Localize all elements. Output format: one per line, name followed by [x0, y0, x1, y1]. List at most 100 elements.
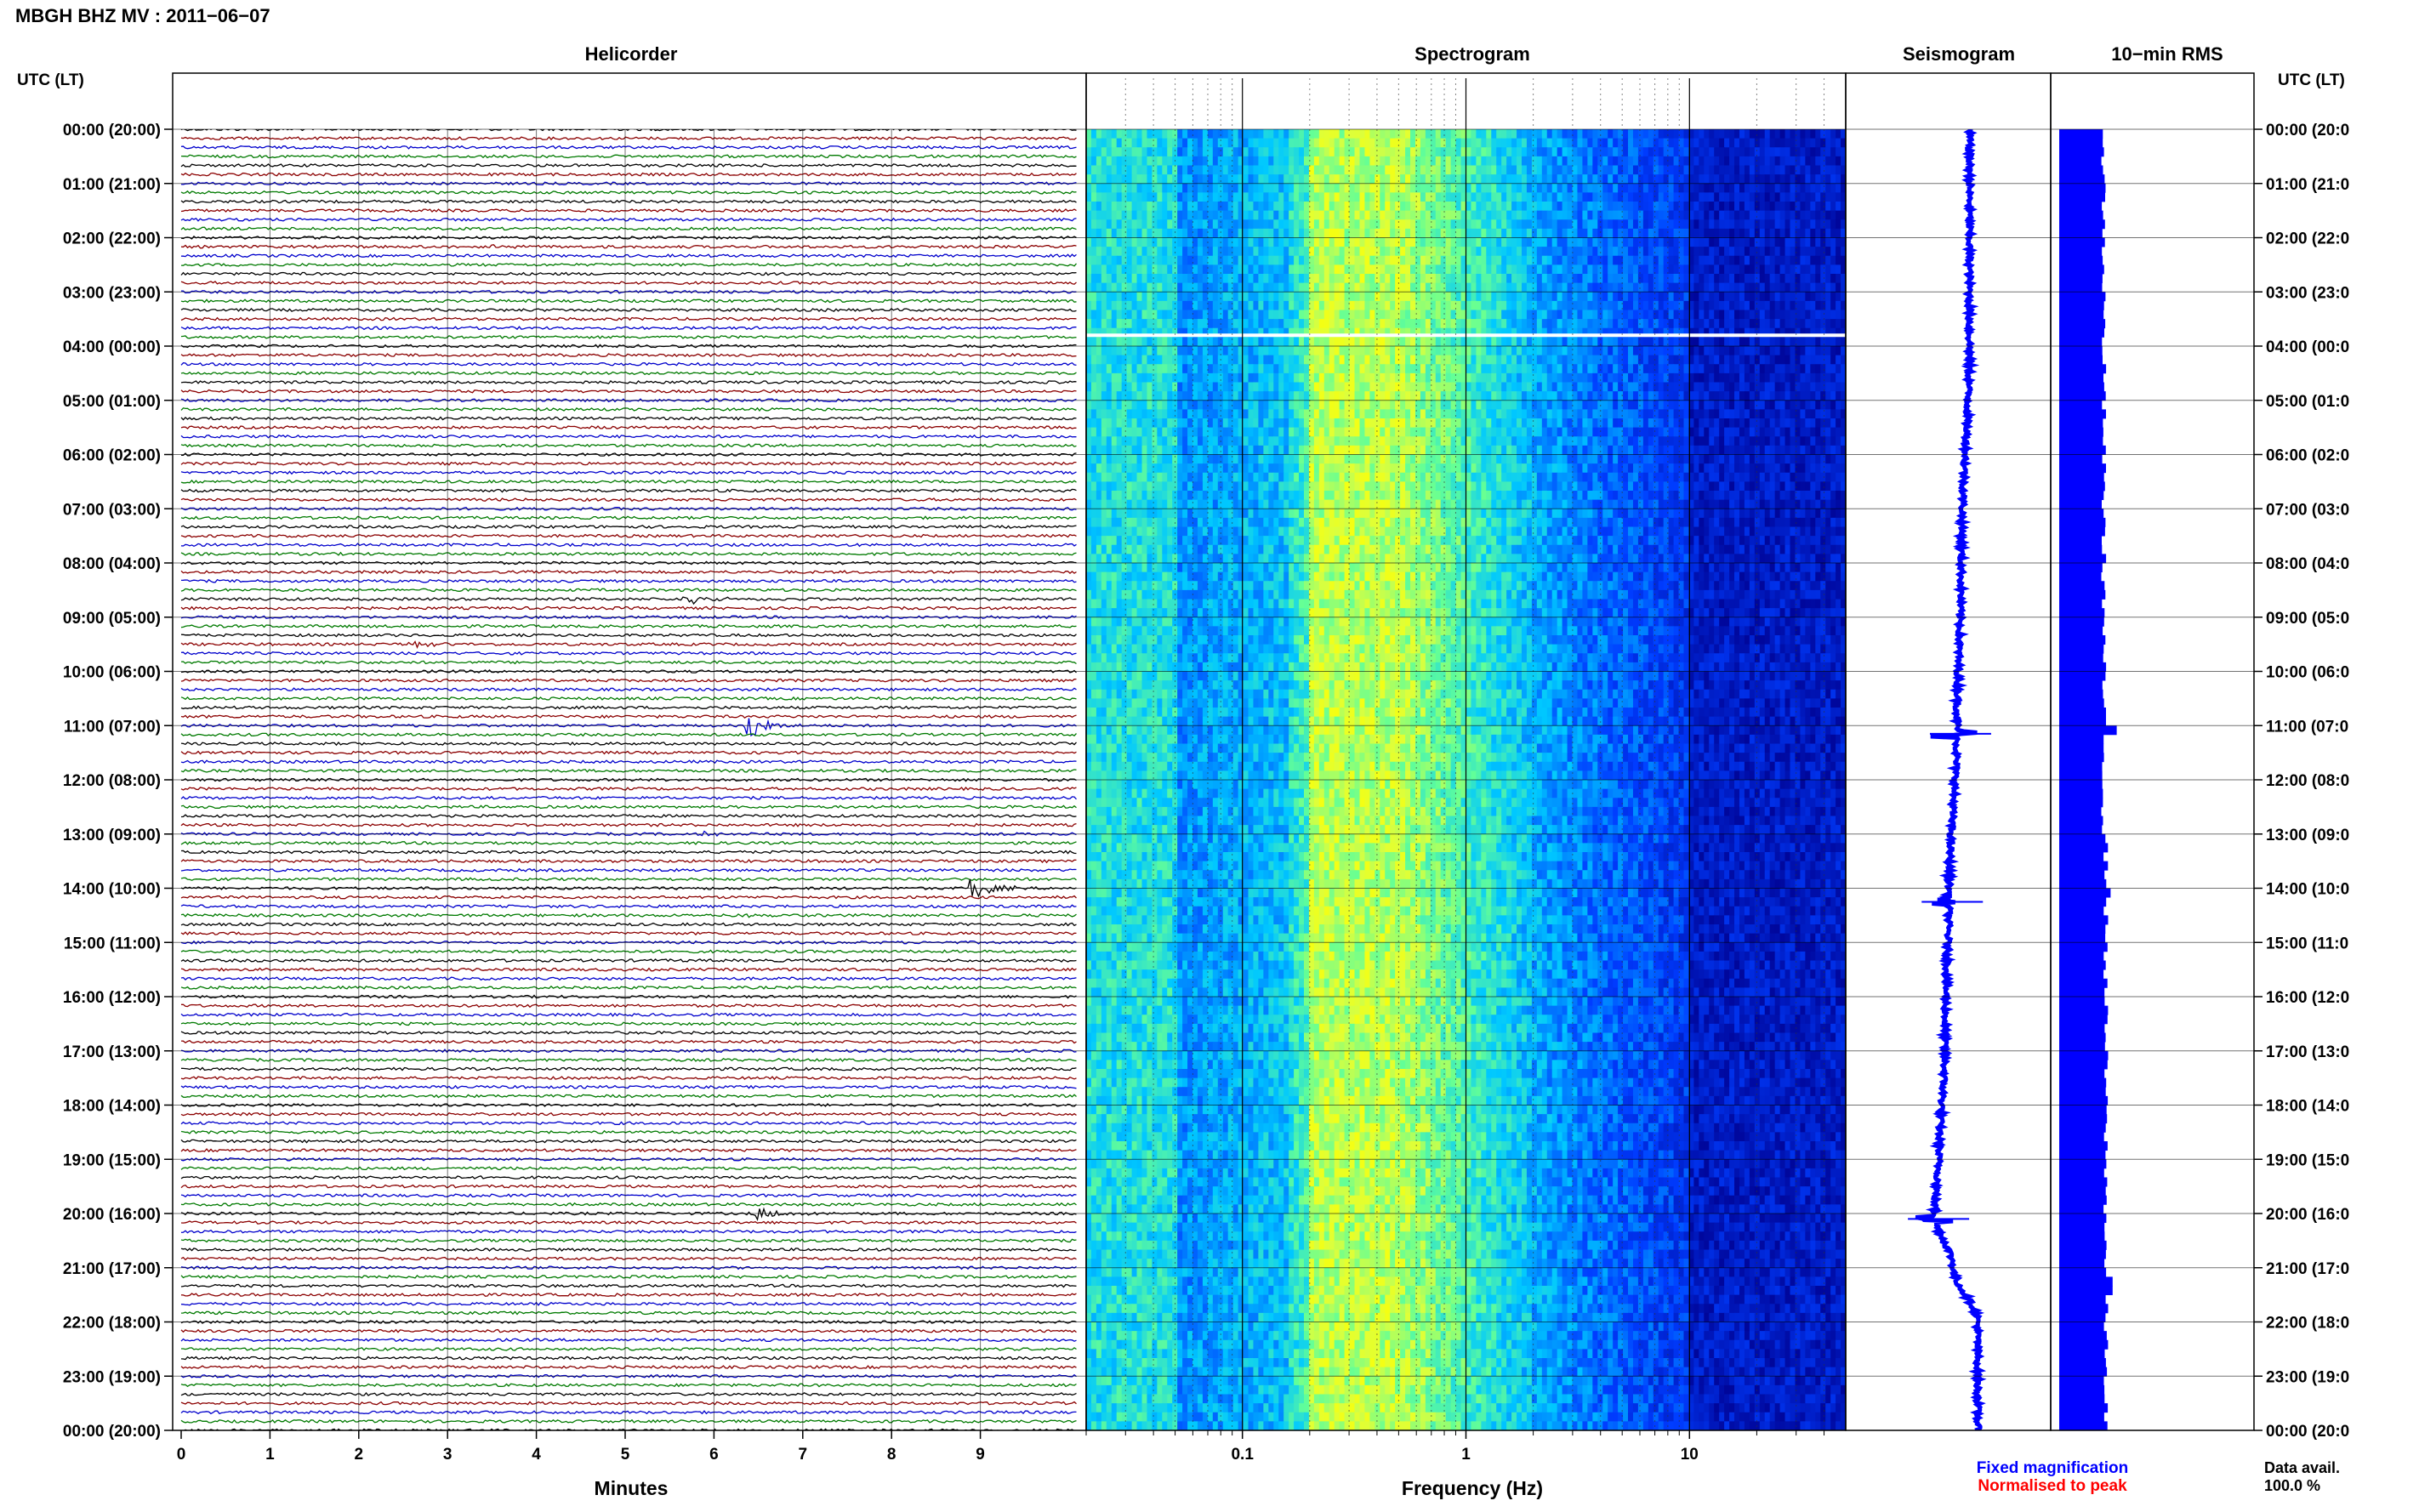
spectrogram-cell — [1784, 292, 1791, 302]
spectrogram-cell — [1106, 319, 1113, 329]
spectrogram-cell — [1486, 202, 1492, 212]
spectrogram-cell — [1536, 237, 1543, 247]
spectrogram-cell — [1810, 400, 1816, 410]
spectrogram-cell — [1440, 202, 1447, 212]
spectrogram-cell — [1289, 400, 1295, 410]
spectrogram-cell — [1238, 319, 1244, 329]
helicorder-trace — [180, 389, 1077, 394]
spectrogram-cell — [1572, 147, 1579, 157]
spectrogram-cell — [1101, 156, 1107, 167]
spectrogram-cell — [1243, 382, 1249, 392]
spectrogram-cell — [1744, 400, 1750, 410]
spectrogram-cell — [1506, 165, 1512, 175]
spectrogram-cell — [1121, 364, 1128, 374]
spectrogram-cell — [1086, 337, 1092, 347]
spectrogram-cell — [1496, 147, 1502, 157]
spectrogram-cell — [1642, 327, 1649, 338]
spectrogram-cell — [1637, 183, 1644, 193]
spectrogram-cell — [1764, 129, 1771, 139]
spectrogram-cell — [1683, 400, 1690, 410]
spectrogram-cell — [1536, 174, 1543, 185]
spectrogram-cell — [1784, 409, 1791, 419]
spectrogram-cell — [1562, 391, 1568, 401]
spectrogram-cell — [1177, 247, 1183, 257]
spectrogram-cell — [1830, 355, 1836, 365]
spectrogram-cell — [1623, 391, 1629, 401]
spectrogram-cell — [1147, 129, 1153, 139]
spectrogram-cell — [1836, 247, 1841, 257]
spectrogram-cell — [1729, 300, 1735, 311]
spectrogram-cell — [1618, 327, 1624, 338]
spectrogram-cell — [1790, 219, 1796, 230]
spectrogram-cell — [1227, 372, 1234, 384]
spectrogram-cell — [1784, 391, 1791, 401]
spectrogram-cell — [1587, 300, 1593, 311]
spectrogram-cell — [1637, 202, 1644, 212]
spectrogram-cell — [1678, 192, 1685, 202]
helicorder-trace — [180, 371, 1077, 376]
spectrogram-cell — [1729, 355, 1735, 365]
spectrogram-cell — [1673, 264, 1680, 275]
spectrogram-cell — [1212, 228, 1219, 239]
spectrogram-cell — [1673, 382, 1680, 392]
spectrogram-cell — [1719, 292, 1725, 302]
spectrogram-cell — [1369, 355, 1375, 365]
spectrogram-cell — [1582, 255, 1588, 265]
spectrogram-cell — [1714, 292, 1720, 302]
spectrogram-cell — [1131, 255, 1138, 265]
spectrogram-cell — [1486, 274, 1492, 284]
spectrogram-cell — [1207, 255, 1214, 265]
spectrogram-cell — [1420, 372, 1426, 384]
spectrogram-cell — [1476, 237, 1482, 247]
spectrogram-cell — [1278, 409, 1284, 419]
spectrogram-cell — [1136, 210, 1143, 220]
spectrogram-cell — [1197, 183, 1204, 193]
spectrogram-cell — [1390, 327, 1396, 338]
spectrogram-cell — [1313, 409, 1320, 419]
spectrogram-cell — [1562, 346, 1568, 356]
spectrogram-cell — [1526, 156, 1533, 167]
spectrogram-cell — [1678, 129, 1685, 139]
spectrogram-cell — [1506, 174, 1512, 185]
spectrogram-cell — [1435, 391, 1442, 401]
spectrogram-cell — [1618, 255, 1624, 265]
spectrogram-cell — [1243, 372, 1249, 384]
spectrogram-cell — [1830, 327, 1836, 338]
spectrogram-cell — [1086, 327, 1092, 338]
spectrogram-cell — [1157, 156, 1163, 167]
spectrogram-cell — [1749, 409, 1756, 419]
spectrogram-cell — [1157, 355, 1163, 365]
spectrogram-cell — [1141, 282, 1148, 293]
spectrogram-cell — [1395, 355, 1401, 365]
spectrogram-cell — [1486, 165, 1492, 175]
spectrogram-cell — [1101, 372, 1107, 384]
spectrogram-cell — [1096, 409, 1102, 419]
spectrogram-cell — [1197, 310, 1204, 320]
spectrogram-cell — [1546, 165, 1553, 175]
spectrogram-cell — [1172, 174, 1178, 185]
spectrogram-cell — [1364, 228, 1370, 239]
spectrogram-cell — [1177, 183, 1183, 193]
spectrogram-cell — [1405, 255, 1411, 265]
spectrogram-cell — [1642, 129, 1649, 139]
spectrogram-cell — [1592, 327, 1598, 338]
spectrogram-cell — [1212, 219, 1219, 230]
spectrogram-cell — [1719, 138, 1725, 148]
spectrogram-cell — [1121, 165, 1128, 175]
spectrogram-cell — [1308, 183, 1315, 193]
spectrogram-cell — [1390, 228, 1396, 239]
spectrogram-cell — [1536, 147, 1543, 157]
spectrogram-cell — [1784, 382, 1791, 392]
spectrogram-cell — [1739, 156, 1745, 167]
spectrogram-cell — [1642, 156, 1649, 167]
spectrogram-cell — [1126, 138, 1133, 148]
spectrogram-cell — [1663, 202, 1670, 212]
spectrogram-cell — [1486, 147, 1492, 157]
spectrogram-cell — [1167, 237, 1173, 247]
spectrogram-cell — [1323, 255, 1330, 265]
spectrogram-cell — [1116, 327, 1123, 338]
spectrogram-cell — [1313, 418, 1320, 429]
spectrogram-cell — [1349, 346, 1356, 356]
spectrogram-cell — [1289, 372, 1295, 384]
spectrogram-cell — [1541, 372, 1548, 384]
